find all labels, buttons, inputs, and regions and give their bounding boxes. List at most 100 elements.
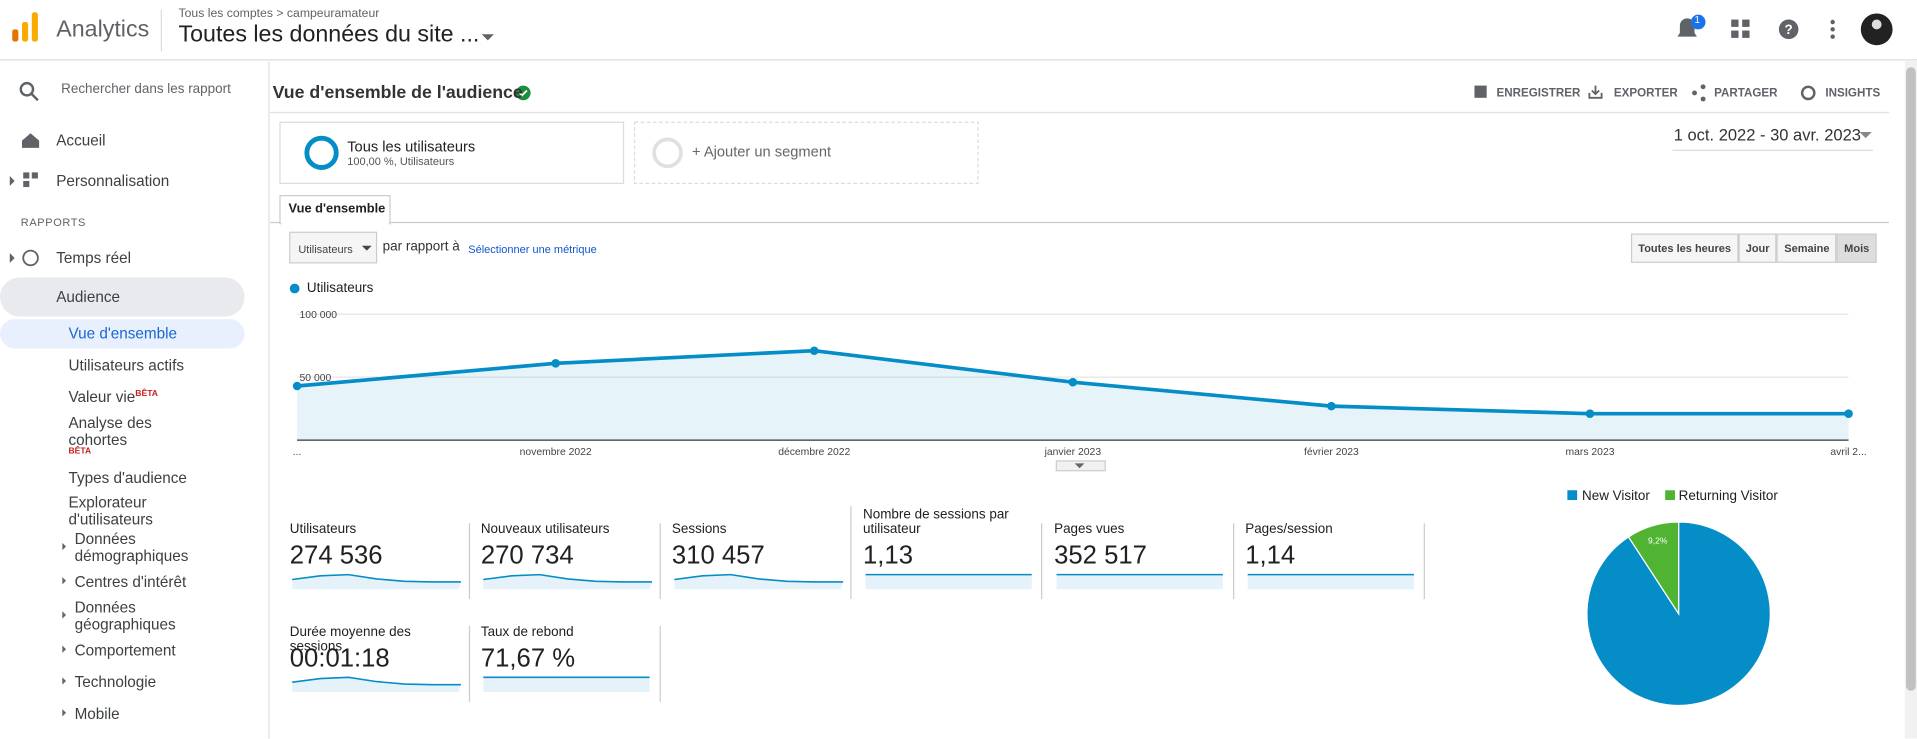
metric-value: 1,14 xyxy=(1245,541,1296,570)
sparkline xyxy=(483,573,653,583)
nav-subitem[interactable]: Centres d'intérêt xyxy=(74,573,187,591)
beta-badge: BÊTA xyxy=(68,447,92,457)
metric-label: Nombre de sessions par utilisateur xyxy=(863,507,1009,537)
y-tick-label: 50 000 xyxy=(300,373,332,384)
select-metric-link[interactable]: Sélectionner une métrique xyxy=(468,243,597,256)
x-tick-label: ... xyxy=(293,447,302,458)
metric-label: Nouveaux utilisateurs xyxy=(480,522,610,537)
metric-value: 270 734 xyxy=(480,541,574,570)
tab[interactable]: Vue d'ensemble xyxy=(288,201,386,217)
sparkline-fill xyxy=(1247,574,1414,590)
sparkline-fill xyxy=(292,574,461,590)
metric-label: Pages/session xyxy=(1245,522,1333,537)
sparkline-fill xyxy=(483,574,653,590)
action-button[interactable]: INSIGHTS xyxy=(1825,86,1881,101)
nav-subitem[interactable]: Technologie xyxy=(74,673,157,691)
sparkline-fill xyxy=(483,677,650,692)
view-selector[interactable]: Toutes les données du site ... xyxy=(178,22,480,48)
metric-label: Utilisateurs xyxy=(289,522,357,537)
label: Valeur vie xyxy=(68,388,136,406)
metric-label: Durée moyenne des sessions xyxy=(289,624,411,655)
nav-subitem[interactable]: Mobile xyxy=(74,705,120,723)
breadcrumb-item[interactable]: Tous les comptes xyxy=(178,7,273,21)
point xyxy=(551,359,560,368)
sparkline xyxy=(292,573,461,583)
point xyxy=(809,346,819,356)
granularity-button[interactable]: Semaine xyxy=(1776,233,1837,263)
x-tick-label: janvier 2023 xyxy=(1044,447,1102,458)
section-label: RAPPORTS xyxy=(20,216,87,229)
nav-item[interactable]: Accueil xyxy=(56,132,106,150)
sparkline-fill xyxy=(1056,574,1223,590)
metric-label: Sessions xyxy=(671,522,727,537)
nav-subitem[interactable]: Explorateur d'utilisateurs xyxy=(68,493,153,529)
notification-count: 1 xyxy=(1694,14,1700,26)
x-tick-label: février 2023 xyxy=(1304,447,1359,458)
sparkline xyxy=(674,573,844,583)
action-button[interactable]: PARTAGER xyxy=(1714,86,1778,101)
x-tick-label: décembre 2022 xyxy=(778,447,850,458)
beta-badge: BÊTA xyxy=(135,389,158,399)
nav-subitem[interactable]: Utilisateurs actifs xyxy=(68,356,184,375)
app-name: Analytics xyxy=(56,17,150,43)
compare-label: par rapport à xyxy=(382,239,460,255)
y-tick-label: 100 000 xyxy=(300,310,338,321)
sparkline-fill xyxy=(674,574,844,590)
action-button[interactable]: EXPORTER xyxy=(1613,86,1678,101)
nav-item[interactable]: Temps réel xyxy=(56,249,131,267)
svg-text:?: ? xyxy=(1785,22,1793,37)
area xyxy=(297,350,1849,441)
nav-subitem[interactable]: Valeur vieBÊTA xyxy=(68,389,158,406)
action-button[interactable]: ENREGISTRER xyxy=(1496,86,1581,101)
metric-select[interactable]: Utilisateurs xyxy=(298,243,353,256)
metric-value: 274 536 xyxy=(289,541,383,570)
point xyxy=(292,381,302,391)
nav-item[interactable]: Personnalisation xyxy=(56,172,170,190)
sparkline-fill xyxy=(292,677,461,692)
segment-detail: 100,00 %, Utilisateurs xyxy=(347,155,455,168)
legend-label: Returning Visitor xyxy=(1678,489,1778,504)
report-title: Vue d'ensemble de l'audience xyxy=(272,83,523,103)
nav-subitem[interactable]: Analyse des cohortes xyxy=(68,414,152,449)
granularity-button[interactable]: Toutes les heures xyxy=(1630,233,1739,263)
nav-subitem[interactable]: Données géographiques xyxy=(74,599,176,634)
granularity-button[interactable]: Jour xyxy=(1738,233,1777,263)
metric-value: 71,67 % xyxy=(480,644,576,673)
metric-value: 352 517 xyxy=(1054,541,1147,570)
add-segment[interactable]: + Ajouter un segment xyxy=(691,143,832,161)
metric-label: Taux de rebond xyxy=(480,624,574,640)
nav-subitem[interactable]: Types d'audience xyxy=(68,469,187,487)
x-tick-label: novembre 2022 xyxy=(520,447,592,458)
nav-subitem[interactable]: Données démographiques xyxy=(74,530,189,565)
point xyxy=(1327,401,1336,411)
nav-item[interactable]: Audience xyxy=(56,288,120,306)
point xyxy=(1585,409,1595,418)
nav-subitem[interactable]: Comportement xyxy=(74,641,176,659)
date-range[interactable]: 1 oct. 2022 - 30 avr. 2023 xyxy=(1673,125,1861,145)
metric-value: 1,13 xyxy=(863,541,913,570)
pie-label: 90,8% xyxy=(1708,698,1733,708)
granularity-button[interactable]: Mois xyxy=(1836,233,1877,263)
point xyxy=(1844,409,1853,418)
legend-label: Utilisateurs xyxy=(306,281,374,296)
breadcrumb-item[interactable]: campeuramateur xyxy=(286,7,380,21)
x-tick-label: mars 2023 xyxy=(1565,447,1614,458)
metric-value: 310 457 xyxy=(671,541,765,570)
legend-label: New Visitor xyxy=(1582,489,1650,504)
x-tick-label: avril 2... xyxy=(1830,447,1866,458)
breadcrumb[interactable]: Tous les comptes > campeuramateur xyxy=(178,7,380,21)
granularity: Toutes les heures Jour Semaine Mois xyxy=(1630,233,1877,263)
segment-name[interactable]: Tous les utilisateurs xyxy=(347,138,476,156)
sparkline xyxy=(292,676,461,686)
search[interactable]: Rechercher dans les rapport xyxy=(61,81,231,97)
metric-label: Pages vues xyxy=(1054,522,1125,537)
point xyxy=(1068,377,1078,387)
metric-value: 00:01:18 xyxy=(289,644,390,673)
pie-label: 9,2% xyxy=(1648,535,1668,545)
nav-subitem[interactable]: Vue d'ensemble xyxy=(68,325,178,343)
sparkline-fill xyxy=(865,574,1032,590)
